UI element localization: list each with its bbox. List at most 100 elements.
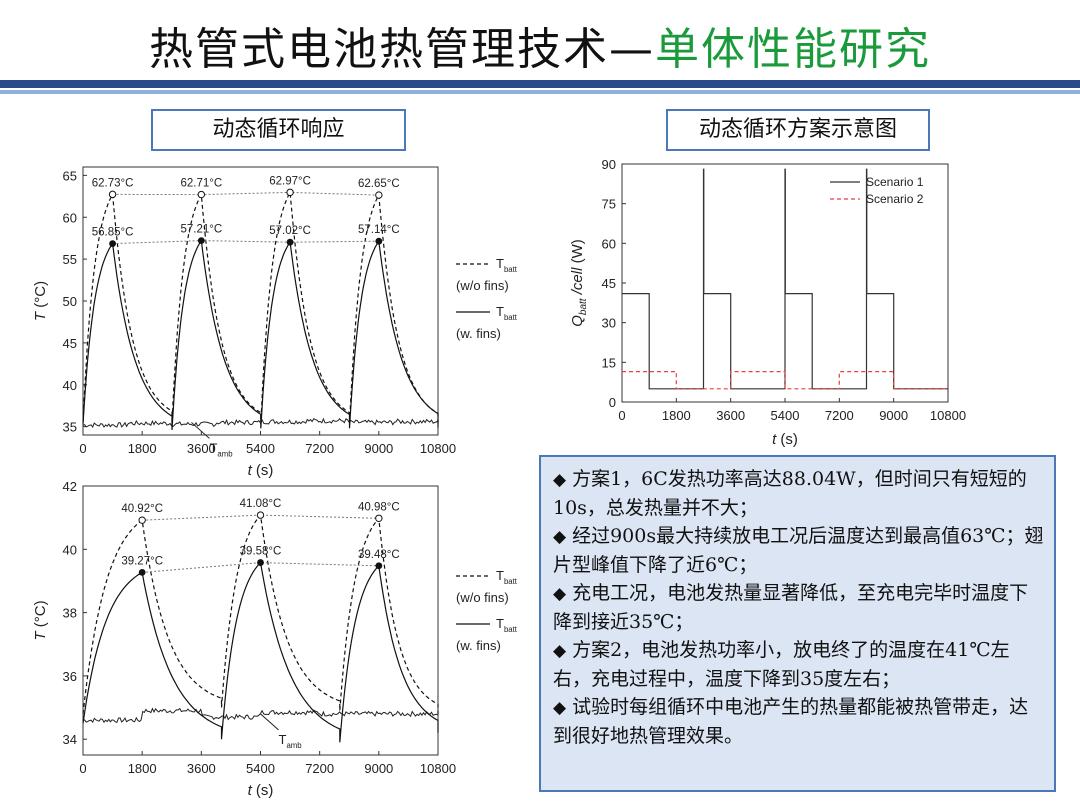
x-tick-label: 9000 (364, 441, 393, 456)
y-tick-label: 60 (63, 210, 77, 225)
y-axis-label: Qbatt /cell (W) (569, 239, 589, 327)
note-text: 方案1，6C发热功率高达88.04W，但时间只有短短的10s，总发热量并不大； (553, 468, 1027, 519)
peak-label: 40.92°C (121, 503, 163, 515)
legend-label: Tbatt (496, 616, 518, 634)
title-rule-dark (0, 80, 1080, 88)
y-tick-label: 50 (63, 294, 77, 309)
title-rule-light (0, 90, 1080, 94)
peak-label: 62.97°C (269, 175, 311, 187)
x-axis-label: t (s) (772, 431, 798, 448)
slide-title: 热管式电池热管理技术—单体性能研究 (0, 20, 1080, 80)
y-tick-label: 45 (63, 336, 77, 351)
plot-frame (82, 166, 439, 436)
note-item: ◆ 充电工况，电池发热量显著降低，至充电完毕时温度下降到接近35℃； (553, 579, 1044, 636)
tamb-annotation: Tamb (279, 732, 303, 750)
y-axis-label: T (°C) (32, 600, 49, 640)
x-axis-label: t (s) (248, 782, 274, 799)
x-tick-label: 5400 (246, 441, 275, 456)
legend-note: (w/o fins) (456, 278, 509, 293)
note-item: ◆ 试验时每组循环中电池产生的热量都能被热管带走，达到很好地热管理效果。 (553, 693, 1044, 750)
peak-marker-filled (257, 559, 264, 566)
peak-marker-open (138, 516, 146, 524)
series-line-tamb (82, 707, 439, 724)
peak-marker-filled (286, 238, 294, 246)
peak-marker-filled (375, 562, 383, 570)
title-subtitle: 单体性能研究 (655, 24, 931, 75)
y-axis-label: T (°C) (32, 281, 49, 321)
legend-label: Tbatt (496, 304, 518, 322)
x-tick-label: 9000 (879, 408, 908, 423)
cycle-scheme-label: 动态循环方案示意图 (666, 109, 930, 151)
peak-label: 57.02°C (269, 225, 311, 237)
peak-label: 40.98°C (358, 501, 400, 513)
y-tick-label: 65 (63, 168, 77, 183)
x-tick-label: 7200 (305, 441, 334, 456)
x-tick-label: 10800 (930, 408, 966, 423)
heat-generation-chart: 0 1800 3600 5400 7200 9000 10800 0 15 30 45 60 75 90 t… (569, 157, 966, 448)
dynamic-response-label: 动态循环响应 (151, 109, 406, 151)
series-line-tbatt-w-fins (82, 238, 439, 431)
peak-label: 39.58°C (240, 546, 282, 558)
x-tick-label: 10800 (420, 761, 456, 776)
peak-label: 41.08°C (240, 498, 282, 510)
peak-label: 39.48°C (358, 549, 400, 561)
peak-connector-line (112, 191, 379, 196)
y-tick-label: 34 (63, 732, 77, 747)
y-tick-label: 75 (602, 197, 616, 212)
y-tick-label: 30 (602, 316, 616, 331)
legend-label: Scenario 1 (866, 175, 924, 189)
temperature-chart-top: 0 1800 3600 5400 7200 9000 10800 35 40 45 50 55 60 65… (32, 166, 518, 479)
x-tick-label: 3600 (716, 408, 745, 423)
peak-marker-open (286, 188, 294, 197)
peak-marker-filled (375, 237, 383, 245)
peak-marker-filled (197, 237, 205, 245)
x-tick-label: 5400 (771, 408, 800, 423)
diamond-bullet-icon: ◆ (553, 470, 567, 490)
diamond-bullet-icon: ◆ (553, 584, 567, 604)
legend-label: Tbatt (496, 568, 518, 586)
y-tick-label: 42 (63, 479, 77, 494)
series-line-scenario-1 (622, 168, 948, 390)
legend-label: Scenario 2 (866, 192, 924, 206)
y-tick-label: 40 (63, 542, 77, 557)
legend-label: Tbatt (496, 256, 518, 274)
note-text: 方案2，电池发热功率小，放电终了的温度在41℃左右，充电过程中，温度下降到35度… (553, 639, 1010, 690)
peak-connector-line (112, 240, 379, 245)
peak-label: 57.14°C (358, 224, 400, 236)
diamond-bullet-icon: ◆ (553, 527, 567, 547)
x-tick-label: 1800 (128, 441, 157, 456)
tamb-pointer (260, 713, 279, 731)
x-axis-label: t (s) (248, 462, 274, 479)
y-tick-label: 55 (63, 252, 77, 267)
series-line-scenario-2 (622, 371, 948, 390)
y-tick-label: 0 (609, 395, 616, 410)
peak-label: 56.85°C (92, 227, 134, 239)
x-tick-label: 3600 (187, 761, 216, 776)
notes-panel: ◆ 方案1，6C发热功率高达88.04W，但时间只有短短的10s，总发热量并不大；… (539, 455, 1056, 792)
note-text: 试验时每组循环中电池产生的热量都能被热管带走，达到很好地热管理效果。 (553, 696, 1029, 747)
peak-marker-open (375, 514, 383, 522)
diamond-bullet-icon: ◆ (553, 641, 567, 661)
y-tick-label: 15 (602, 355, 616, 370)
diamond-bullet-icon: ◆ (553, 698, 567, 718)
note-text: 充电工况，电池发热量显著降低，至充电完毕时温度下降到接近35℃； (553, 582, 1029, 633)
temperature-chart-bottom: 0 1800 3600 5400 7200 9000 10800 34 36 38 40 42 t (s… (32, 479, 518, 799)
note-item: ◆ 方案1，6C发热功率高达88.04W，但时间只有短短的10s，总发热量并不大； (553, 465, 1044, 522)
x-tick-label: 9000 (364, 761, 393, 776)
x-tick-label: 10800 (420, 441, 456, 456)
peak-marker-filled (109, 240, 116, 248)
x-tick-label: 5400 (246, 761, 275, 776)
note-text: 经过900s最大持续放电工况后温度达到最高值63℃；翅片型峰值下降了近6℃； (553, 525, 1044, 576)
peak-label: 57.21°C (180, 224, 222, 236)
peak-connector-line (142, 562, 379, 573)
x-tick-label: 0 (618, 408, 625, 423)
peak-label: 39.27°C (121, 555, 163, 567)
peak-label: 62.71°C (180, 178, 222, 190)
x-tick-label: 7200 (305, 761, 334, 776)
y-tick-label: 90 (602, 157, 616, 172)
peak-marker-open (108, 190, 117, 199)
peak-marker-open (256, 511, 265, 519)
x-tick-label: 0 (79, 761, 86, 776)
x-tick-label: 0 (79, 441, 86, 456)
series-line-tbatt-w-fins (82, 561, 439, 743)
